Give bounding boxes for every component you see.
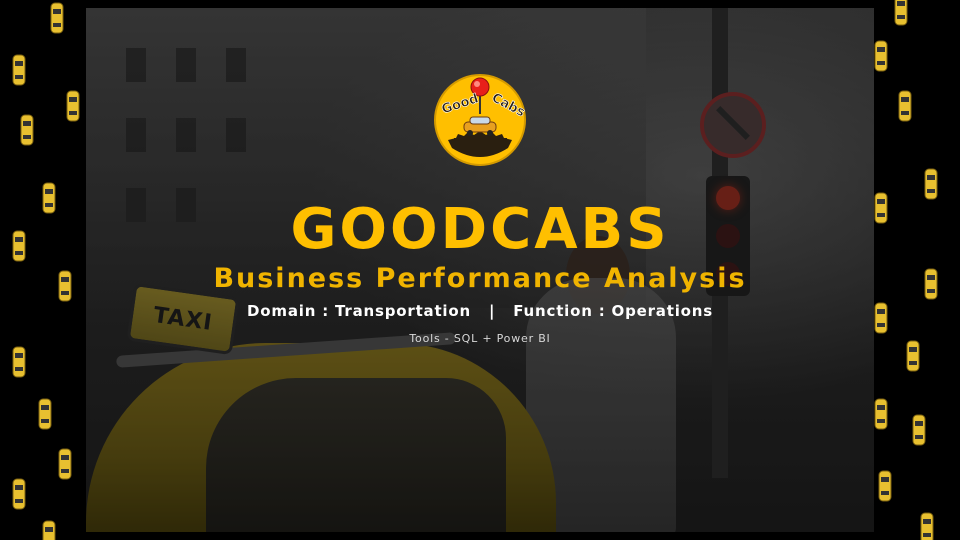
taxi-icon [12,54,26,86]
taxi-icon [894,0,908,26]
taxi-icon [42,182,56,214]
meta-separator: | [488,302,496,320]
goodcabs-logo: Good Cabs [434,74,526,166]
building-window [226,118,246,152]
taxi-icon [50,2,64,34]
taxi-icon [924,268,938,300]
traffic-light [706,176,750,296]
taxi-icon [42,520,56,540]
taxi-icon [66,90,80,122]
building-window [126,188,146,222]
taxi-icon [58,270,72,302]
taxi-icon [874,40,888,72]
taxi-icon [12,346,26,378]
no-turn-sign [700,92,766,158]
taxi-icon [12,478,26,510]
taxi-icon [912,414,926,446]
taxi-icon [38,398,52,430]
domain-function-line: Domain : Transportation | Function : Opera… [0,300,960,322]
taxi-icon [878,470,892,502]
building-window [126,48,146,82]
taxi-icon [874,398,888,430]
taxi-icon [874,192,888,224]
slide-subtitle: Business Performance Analysis [213,263,747,294]
building-window [226,48,246,82]
tools-line: Tools - SQL + Power BI [409,332,551,345]
building-window [176,48,196,82]
taxi-icon [924,168,938,200]
left-taxi-strip [0,0,86,540]
taxi-icon [20,114,34,146]
taxi-icon [874,302,888,334]
building-window [126,118,146,152]
building-window [176,118,196,152]
function-label: Function : Operations [513,302,713,320]
taxi-icon [920,512,934,540]
right-taxi-strip [874,0,960,540]
taxi-icon [906,340,920,372]
taxi-icon [58,448,72,480]
taxi-window [206,378,506,532]
domain-label: Domain : Transportation [247,302,471,320]
building-window [176,188,196,222]
taxi-icon [12,230,26,262]
slide-title: GOODCABS [290,197,670,262]
taxi-icon [898,90,912,122]
